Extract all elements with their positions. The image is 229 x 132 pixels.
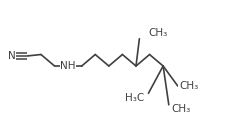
- Text: H₃C: H₃C: [125, 93, 144, 103]
- Text: CH₃: CH₃: [148, 28, 168, 38]
- Text: NH: NH: [60, 61, 76, 71]
- Text: CH₃: CH₃: [171, 104, 190, 114]
- Text: CH₃: CH₃: [179, 81, 198, 91]
- Text: N: N: [8, 51, 15, 61]
